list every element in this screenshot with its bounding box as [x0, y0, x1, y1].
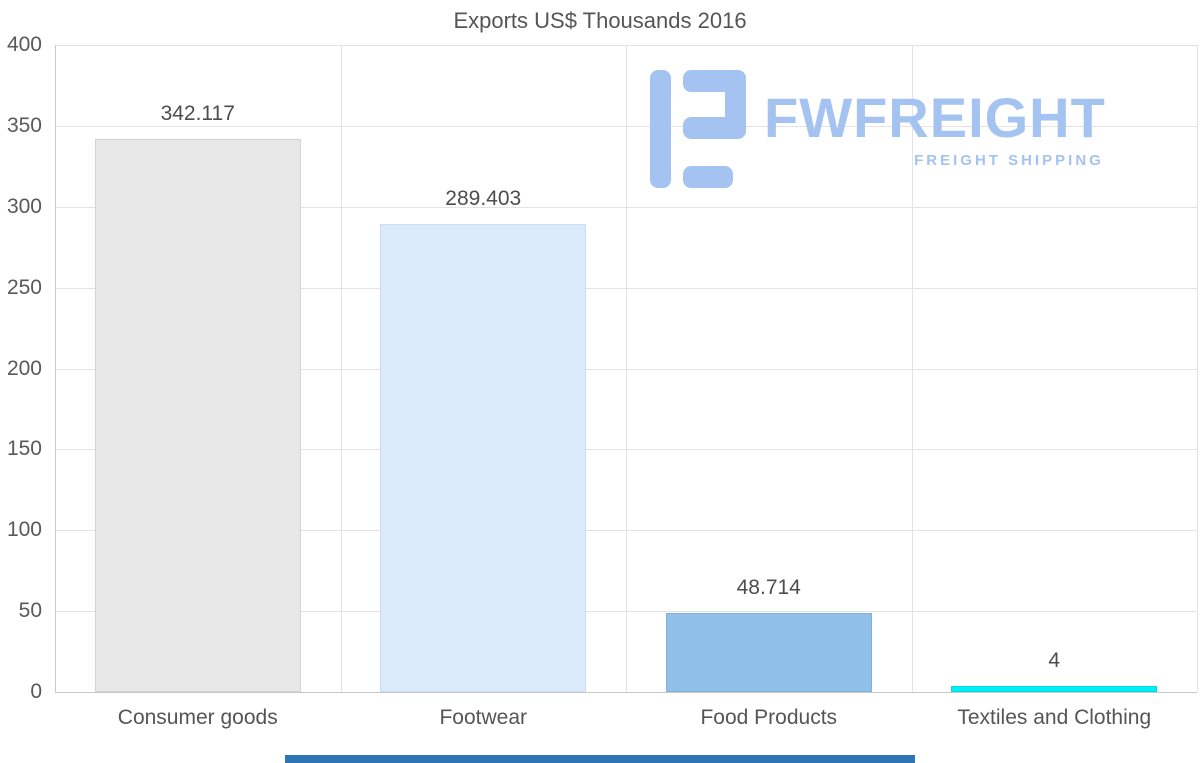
bar-value-label: 342.117	[160, 101, 235, 125]
y-axis-tick-label: 200	[6, 356, 42, 380]
y-axis-tick-label: 400	[6, 33, 42, 56]
y-axis-tick-label: 350	[6, 113, 42, 137]
x-axis-category-label: Textiles and Clothing	[957, 706, 1152, 729]
logo-brand-text: FWFREIGHT	[764, 85, 1106, 149]
y-axis-tick-label: 100	[6, 518, 42, 542]
gridline-vertical	[626, 45, 627, 692]
logo-tagline-text: FREIGHT SHIPPING	[914, 151, 1104, 169]
y-axis-tick-label: 150	[6, 437, 42, 461]
bar-value-label: 4	[1048, 648, 1061, 672]
bottom-blue-strip	[285, 755, 915, 763]
x-axis-category-label: Footwear	[439, 706, 528, 729]
bar-consumer-goods	[94, 138, 301, 692]
fwfreight-logo: FWFREIGHT FREIGHT SHIPPING	[650, 70, 1106, 188]
x-axis-category-label: Consumer goods	[117, 706, 278, 729]
y-axis-tick-label: 0	[30, 680, 42, 703]
chart-title: Exports US$ Thousands 2016	[453, 8, 747, 33]
y-axis-tick-label: 50	[18, 599, 42, 623]
x-axis-category-label: Food Products	[700, 706, 838, 729]
bar-textiles-and-clothing	[951, 685, 1158, 692]
y-axis-line	[55, 45, 56, 692]
bar-value-label: 289.403	[445, 186, 522, 210]
fwfreight-logo-icon	[650, 70, 746, 188]
bar-food-products	[665, 613, 872, 692]
bar-value-label: 48.714	[736, 576, 801, 600]
gridline-vertical	[911, 45, 913, 692]
gridline-vertical	[340, 45, 342, 692]
gridline-horizontal	[55, 692, 1197, 693]
y-axis-tick-label: 300	[6, 194, 42, 218]
logo-text-block: FWFREIGHT FREIGHT SHIPPING	[764, 85, 1106, 169]
gridline-vertical	[1197, 45, 1198, 692]
y-axis-tick-label: 250	[6, 275, 42, 299]
bar-footwear	[380, 223, 587, 692]
